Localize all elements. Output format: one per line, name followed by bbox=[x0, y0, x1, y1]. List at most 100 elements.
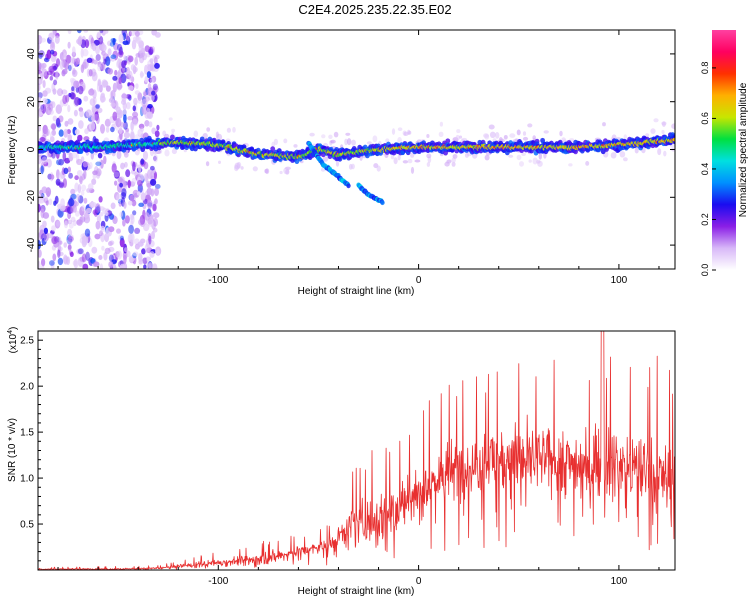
spectrogram-cell bbox=[147, 232, 152, 242]
spectrogram-cell bbox=[74, 175, 79, 181]
spectrogram-cell bbox=[147, 104, 153, 109]
spectrogram-cell bbox=[98, 212, 104, 217]
spectrogram-cell bbox=[59, 59, 64, 70]
colorbar-bar bbox=[712, 30, 736, 270]
spectrogram-cell bbox=[532, 157, 538, 165]
spectrogram-cell bbox=[99, 30, 104, 34]
spectrogram-cell bbox=[108, 241, 113, 247]
spectrogram-cell bbox=[50, 54, 57, 63]
spectrogram-cell bbox=[130, 130, 135, 140]
spectrogram-cell bbox=[88, 69, 93, 77]
spectrogram-cell bbox=[131, 199, 137, 207]
spectrogram-cell bbox=[68, 198, 75, 207]
spectrogram-cell bbox=[108, 226, 115, 233]
spectrogram-cell bbox=[141, 104, 148, 115]
spectrogram-cell bbox=[125, 35, 130, 41]
spectrogram-cell bbox=[107, 68, 113, 75]
spectrogram-cell bbox=[202, 133, 208, 139]
spectrogram-cell bbox=[121, 188, 127, 197]
spectrogram-cell bbox=[151, 94, 155, 102]
spectrogram-cell bbox=[127, 200, 133, 206]
spectrogram-cell bbox=[94, 233, 101, 240]
spectrogram-cell bbox=[90, 201, 97, 208]
spectrogram-cell bbox=[148, 48, 154, 56]
spectrogram-cell bbox=[95, 220, 101, 230]
spectrogram-cell bbox=[49, 41, 56, 52]
spectrogram-cell bbox=[82, 263, 89, 269]
spectrogram-cell bbox=[112, 38, 116, 46]
spectrogram-cell bbox=[391, 128, 396, 135]
spectrogram-cell bbox=[488, 124, 495, 130]
spectrogram-cell bbox=[55, 178, 61, 186]
x-tick-label: -100 bbox=[208, 275, 228, 286]
spectrogram-cell bbox=[76, 170, 83, 177]
spectrogram-cell bbox=[218, 160, 221, 164]
spectrogram-cell bbox=[46, 70, 53, 76]
spectrogram-cell bbox=[102, 80, 109, 88]
spectrogram-cell bbox=[64, 120, 69, 127]
spectrogram-cell bbox=[51, 225, 56, 232]
spectrogram-cell bbox=[76, 193, 80, 202]
spectrogram-cell bbox=[95, 104, 100, 109]
spectrogram-cell bbox=[119, 211, 123, 218]
spectrogram-cell bbox=[91, 246, 98, 254]
spectrogram-cell bbox=[38, 109, 41, 119]
spectrogram-cell bbox=[100, 123, 105, 134]
spectrogram-cell bbox=[149, 58, 154, 63]
spectrogram-cell bbox=[130, 64, 136, 71]
spectrogram-cell bbox=[516, 154, 522, 161]
spectrogram-cell bbox=[156, 124, 160, 131]
spectrogram-cell bbox=[85, 251, 90, 261]
spectrogram-cell bbox=[125, 94, 132, 99]
spectrogram-cell bbox=[385, 138, 390, 143]
spectrogram-cell bbox=[337, 156, 343, 162]
spectrogram-cell bbox=[132, 111, 139, 118]
spectrogram-cell bbox=[137, 92, 143, 101]
colorbar-tick-label: 0.0 bbox=[700, 264, 710, 277]
spectrogram-cell bbox=[81, 61, 87, 70]
spectrogram-cell bbox=[152, 263, 158, 269]
spectrogram-cell bbox=[72, 67, 76, 75]
spectrogram-cell bbox=[81, 184, 87, 192]
spectrogram-cell bbox=[110, 102, 116, 108]
spectrogram-cell bbox=[70, 188, 76, 195]
spectrogram-cell bbox=[283, 167, 290, 175]
spectrogram-cell bbox=[62, 52, 67, 61]
spectrogram-cell bbox=[69, 61, 74, 70]
y-tick-label: -40 bbox=[26, 237, 37, 252]
spectrogram-cell bbox=[650, 128, 656, 134]
snr-background bbox=[38, 331, 675, 570]
spectrogram-cell bbox=[85, 109, 93, 118]
spectrogram-cell bbox=[45, 187, 52, 197]
y-tick-label: 1.5 bbox=[20, 428, 34, 439]
spectrogram-cell bbox=[119, 182, 123, 188]
spectrogram-cell bbox=[610, 152, 617, 159]
spectrogram-cell bbox=[87, 183, 94, 191]
spectrogram-cell bbox=[45, 106, 52, 116]
spectrogram-cell bbox=[568, 163, 573, 167]
spectrogram-cell bbox=[657, 148, 662, 156]
spectrogram-cell bbox=[92, 209, 98, 215]
y-tick-label: 1.0 bbox=[20, 474, 34, 485]
spectrogram-cell bbox=[48, 198, 53, 206]
spectrogram-cell bbox=[279, 170, 283, 175]
spectrogram-cell bbox=[41, 258, 46, 267]
spectrogram-cell bbox=[128, 70, 133, 81]
spectrogram-cell bbox=[52, 253, 57, 262]
spectrogram-cell bbox=[134, 90, 141, 95]
spectrogram-cell bbox=[113, 171, 120, 178]
spectrogram-cell bbox=[73, 109, 78, 117]
spectrogram-cell bbox=[71, 86, 75, 92]
spectrogram-cell bbox=[63, 128, 69, 138]
spectrogram-cell bbox=[51, 236, 58, 245]
spectrogram-cell bbox=[88, 162, 93, 169]
spectrogram-cell bbox=[77, 85, 84, 95]
spectrogram-cell bbox=[76, 158, 83, 166]
x-tick-label: 100 bbox=[611, 275, 628, 286]
spectrogram-cell bbox=[403, 131, 409, 136]
colorbar: 0.0 0.2 0.4 0.6 0.8 Normalized spectral ampl… bbox=[700, 30, 749, 276]
spectrogram-cell bbox=[63, 167, 69, 174]
spectrogram-cell bbox=[73, 258, 79, 269]
spectrogram-cell bbox=[131, 118, 138, 127]
spectrogram-cell bbox=[107, 48, 112, 56]
